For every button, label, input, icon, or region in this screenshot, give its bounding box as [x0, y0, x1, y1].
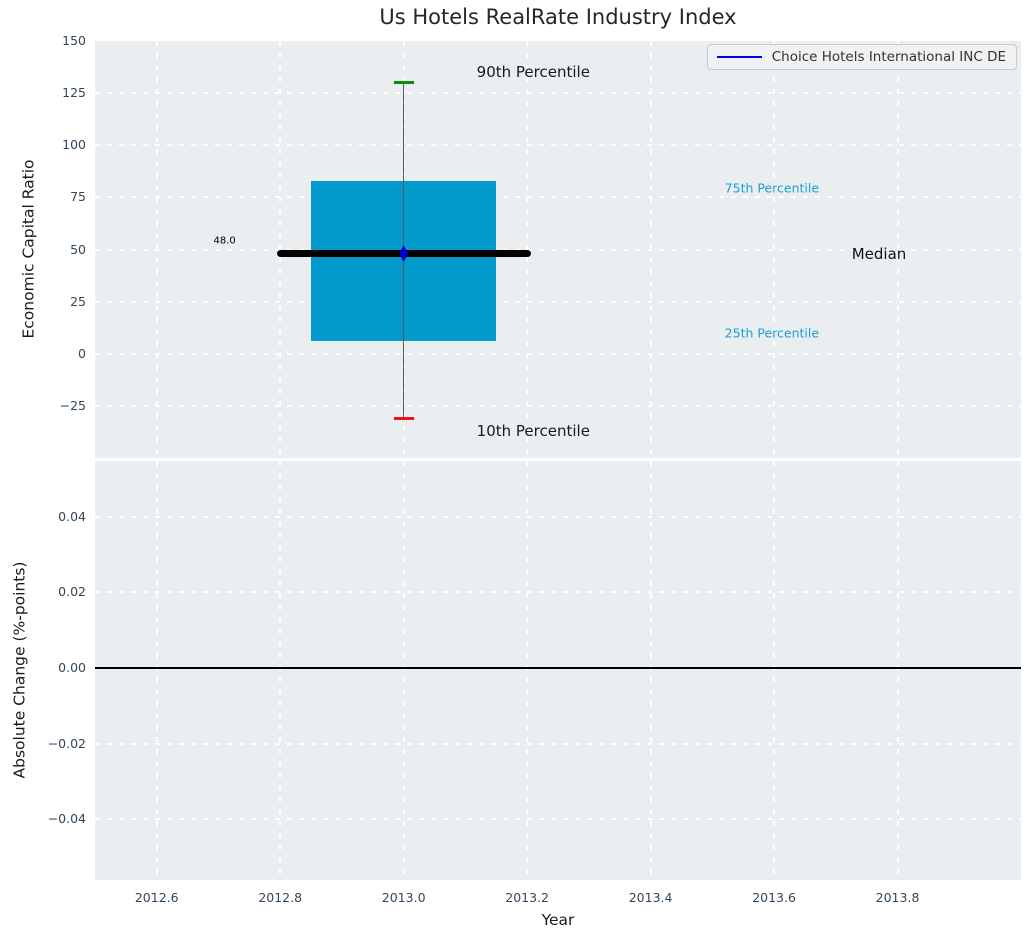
gridline-horizontal [95, 300, 1021, 303]
x-tick-label: 2013.2 [505, 890, 549, 905]
x-axis-label: Year [541, 911, 575, 929]
y-tick-label: 100 [62, 137, 86, 153]
annotation-90th-percentile: 90th Percentile [476, 63, 590, 82]
annotation-75th-percentile: 75th Percentile [724, 180, 820, 196]
gridline-vertical [773, 41, 776, 458]
x-tick-label: 2013.8 [875, 890, 920, 905]
y-tick-label: 0.00 [58, 660, 86, 676]
x-tick-label: 2013.6 [752, 890, 796, 905]
gridline-horizontal [95, 818, 1021, 821]
y-tick-label: −25 [59, 397, 86, 413]
zero-line [95, 667, 1021, 669]
y-tick-label: 0 [78, 345, 86, 361]
y-tick-label: 0.04 [58, 508, 86, 524]
chart-title: Us Hotels RealRate Industry Index [379, 5, 737, 29]
gridline-vertical [155, 461, 158, 880]
annotation-median: Median [851, 244, 907, 263]
gridline-horizontal [95, 196, 1021, 199]
whisker-cap-10th [393, 416, 414, 420]
gridline-horizontal [95, 742, 1021, 745]
gridline-vertical [279, 41, 282, 458]
whisker-cap-90th [393, 81, 414, 85]
company-point-marker [399, 245, 409, 263]
y-tick-label: −0.02 [47, 735, 86, 751]
annotation-10th-percentile: 10th Percentile [476, 421, 590, 440]
gridline-vertical [526, 461, 529, 880]
gridline-horizontal [95, 352, 1021, 355]
y-tick-label: 25 [70, 293, 86, 309]
gridline-horizontal [95, 144, 1021, 147]
y-tick-label: 125 [62, 85, 86, 101]
legend: Choice Hotels International INC DE [706, 44, 1017, 70]
gridline-horizontal [95, 591, 1021, 594]
gridline-horizontal [95, 92, 1021, 95]
gridline-horizontal [95, 248, 1021, 251]
gridline-vertical [649, 41, 652, 458]
gridline-vertical [896, 41, 899, 458]
y-tick-label: −0.04 [47, 811, 86, 827]
legend-line-icon [716, 55, 762, 59]
legend-label: Choice Hotels International INC DE [771, 49, 1006, 65]
x-tick-label: 2013.4 [628, 890, 673, 905]
x-tick-label: 2012.6 [134, 890, 179, 905]
x-tick-label: 2013.0 [381, 890, 426, 905]
x-tick-label: 2012.8 [258, 890, 303, 905]
gridline-vertical [155, 41, 158, 458]
axes-economic-capital-ratio: 90th Percentile 10th Percentile 75th Perce… [95, 41, 1021, 458]
y-tick-label: 75 [70, 189, 86, 205]
gridline-vertical [402, 461, 405, 880]
gridline-vertical [649, 461, 652, 880]
gridline-vertical [279, 461, 282, 880]
gridline-vertical [896, 461, 899, 880]
axes-absolute-change [95, 461, 1021, 880]
gridline-horizontal [95, 404, 1021, 407]
annotation-25th-percentile: 25th Percentile [724, 325, 820, 341]
gridline-horizontal [95, 515, 1021, 518]
annotation-median-value: 48.0 [213, 235, 236, 247]
gridline-vertical [526, 41, 529, 458]
y-tick-label: 0.02 [58, 584, 86, 600]
y-tick-label: 150 [62, 33, 86, 48]
y-tick-label: 50 [70, 241, 86, 257]
gridline-vertical [773, 461, 776, 880]
